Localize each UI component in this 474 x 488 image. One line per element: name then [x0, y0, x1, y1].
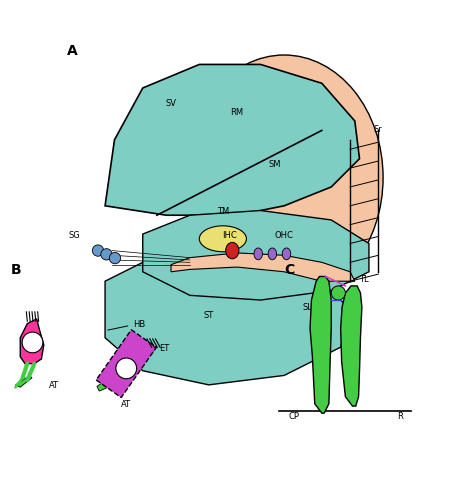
Text: HB: HB [108, 319, 146, 330]
Text: TM: TM [217, 206, 229, 216]
Polygon shape [105, 65, 359, 216]
Circle shape [101, 249, 112, 261]
Polygon shape [16, 376, 32, 387]
Text: AT: AT [121, 399, 131, 408]
Polygon shape [310, 277, 331, 413]
Ellipse shape [226, 243, 239, 259]
Circle shape [109, 253, 120, 264]
Polygon shape [96, 330, 156, 398]
Text: A: A [67, 44, 78, 58]
Polygon shape [20, 319, 44, 364]
Polygon shape [143, 211, 369, 301]
Text: C: C [284, 263, 294, 277]
Circle shape [22, 332, 43, 353]
Text: CP: CP [289, 411, 300, 420]
Circle shape [92, 245, 104, 257]
Text: OHC: OHC [275, 230, 293, 239]
Ellipse shape [185, 56, 383, 301]
Text: RM: RM [230, 108, 244, 117]
Text: Sr: Sr [374, 124, 383, 133]
Ellipse shape [282, 248, 291, 260]
Circle shape [116, 358, 137, 379]
Polygon shape [171, 253, 355, 282]
Circle shape [331, 286, 346, 301]
Text: SG: SG [69, 230, 80, 239]
Ellipse shape [199, 226, 246, 252]
Text: AT: AT [48, 381, 59, 389]
Polygon shape [105, 253, 350, 385]
Text: B: B [11, 263, 21, 277]
Polygon shape [97, 375, 120, 391]
Text: IHC: IHC [223, 230, 237, 239]
Text: ST: ST [204, 310, 214, 319]
Ellipse shape [254, 248, 263, 260]
Text: ET: ET [148, 343, 170, 353]
Text: SL: SL [303, 302, 331, 312]
Text: R: R [397, 411, 403, 420]
Text: SM: SM [268, 160, 281, 168]
Polygon shape [341, 286, 362, 406]
Text: SV: SV [165, 99, 176, 107]
Text: TL: TL [347, 275, 369, 284]
Ellipse shape [268, 248, 277, 260]
